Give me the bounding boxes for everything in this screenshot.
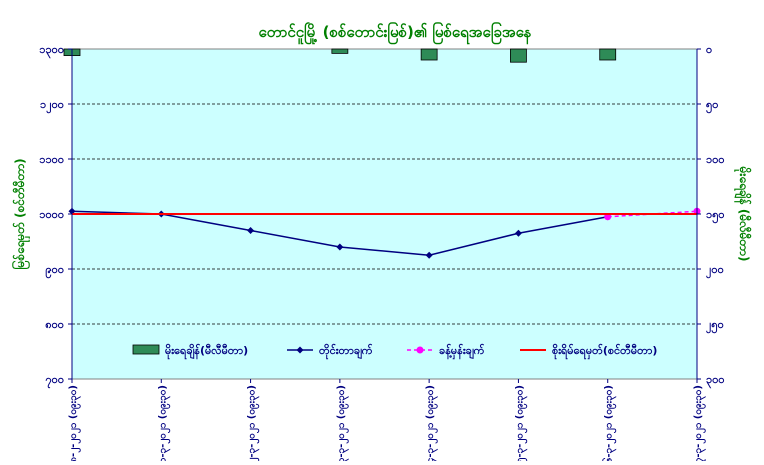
left-axis-title: မြစ်ရေမှတ် (စင်တီမီတာ) bbox=[10, 158, 31, 269]
right-tick-label: ၀ bbox=[706, 43, 712, 56]
legend-label: ခန့်မှန်းချက် bbox=[439, 343, 485, 360]
observed-point bbox=[425, 251, 433, 259]
right-axis-title: မိုးရေချိန် (မီလီမီတာ) bbox=[733, 166, 753, 262]
x-tick-label: ၄-၃-၂၀၂၁ (၀၉း၃၀) bbox=[425, 385, 439, 461]
right-tick-label: ၂၅၀ bbox=[706, 318, 724, 334]
right-tick-label: ၁၅၀ bbox=[706, 208, 725, 224]
left-tick-label: ၈၀၀ bbox=[45, 318, 64, 331]
legend-marker-observed bbox=[296, 346, 304, 354]
chart-title: တောင်ငူမြို့ (စစ်တောင်းမြစ်)၏ မြစ်ရေအခြေ… bbox=[258, 21, 531, 45]
left-tick-label: ၁၁၀၀ bbox=[39, 153, 64, 166]
legend-label: စိုးရိမ်ရေမှတ်(စင်တီမီတာ) bbox=[552, 343, 657, 360]
observed-point bbox=[514, 229, 522, 237]
legend: မိုးရေချိန်(မီလီမီတာ) တိုင်းတာချက် ခန့်မှန… bbox=[132, 343, 657, 360]
rainfall-bar bbox=[510, 48, 527, 63]
legend-label: တိုင်းတာချက် bbox=[319, 343, 373, 360]
x-tick-label: ၆-၃-၂၀၂၁ (၀၉း၃၀) bbox=[602, 385, 618, 461]
left-tick-label: ၉၀၀ bbox=[45, 263, 64, 279]
right-tick-label: ၁၀၀ bbox=[706, 153, 725, 166]
observed-point bbox=[247, 227, 255, 234]
left-tick-label: ၁၃၀၀ bbox=[39, 43, 64, 59]
x-axis-ticks: ၂၈-၂-၂၀၂၁ (၀၉း၃၀) ၁-၃-၂၀၂၁ (၀၉း၃၀) ၂-၃-၂၀၂… bbox=[68, 379, 707, 465]
x-tick-label: ၇-၃-၂၀၂၁ (၀၉း၃၀) bbox=[693, 385, 707, 461]
right-tick-label: ၂၀၀ bbox=[706, 263, 724, 279]
x-tick-label: ၃-၃-၂၀၂၁ (၀၉း၃၀) bbox=[336, 385, 350, 461]
legend-marker-forecast bbox=[416, 346, 424, 354]
observed-point bbox=[336, 243, 344, 251]
rainfall-bar bbox=[599, 48, 617, 61]
x-tick-label: ၂-၃-၂၀၂၁ (၀၉း၃၀) bbox=[247, 385, 261, 461]
x-tick-label: ၁-၃-၂၀၂၁ (၀၉း၃၀) bbox=[157, 385, 171, 461]
legend-label: မိုးရေချိန်(မီလီမီတာ) bbox=[165, 343, 248, 360]
rainfall-bar bbox=[420, 48, 438, 61]
legend-swatch-rainfall bbox=[132, 344, 160, 355]
right-tick-label: ၃၀၀ bbox=[706, 373, 725, 389]
left-tick-label: ၁၂၀၀ bbox=[40, 98, 64, 114]
series-lines bbox=[68, 207, 701, 259]
left-tick-label: ၇၀၀ bbox=[45, 373, 64, 389]
left-tick-label: ၁၀၀၀ bbox=[39, 208, 64, 221]
x-tick-label: ၂၈-၂-၂၀၂၁ (၀၉း၃၀) bbox=[68, 385, 82, 461]
x-tick-label: ၅-၃-၂၀၂၁ (၀၉း၃၀) bbox=[514, 385, 528, 461]
rainfall-bar bbox=[331, 48, 349, 54]
right-tick-label: ၅၀ bbox=[706, 98, 718, 114]
